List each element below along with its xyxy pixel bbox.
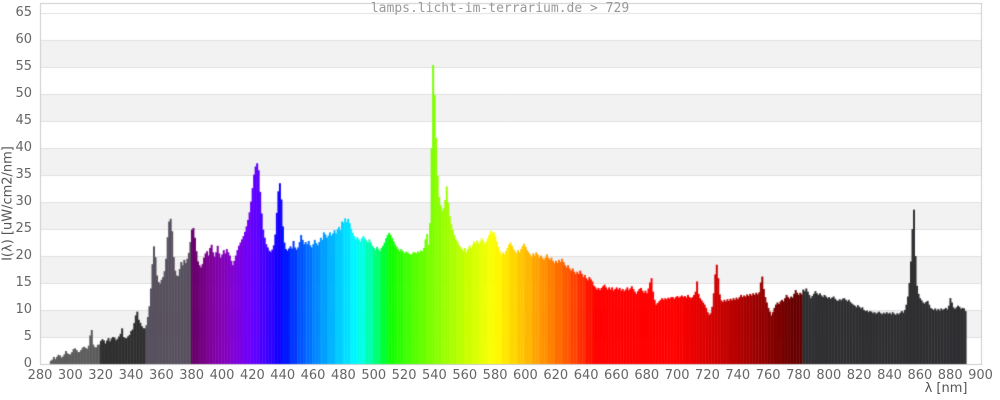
y-tick-label: 40 <box>15 140 32 156</box>
y-tick-label: 35 <box>15 167 32 183</box>
x-tick-label: 320 <box>88 368 114 383</box>
x-tick-label: 400 <box>209 368 235 383</box>
x-tick-label: 560 <box>452 368 478 383</box>
chart-title: lamps.licht-im-terrarium.de > 729 <box>370 1 630 16</box>
y-tick-label: 20 <box>15 248 32 264</box>
x-tick-label: 540 <box>422 368 447 383</box>
x-tick-label: 660 <box>604 368 629 383</box>
x-tick-label: 760 <box>755 368 781 383</box>
x-tick-label: 600 <box>513 368 538 383</box>
x-tick-label: 280 <box>27 368 53 383</box>
x-tick-label: 500 <box>361 368 387 383</box>
x-tick-label: 720 <box>695 368 720 383</box>
x-tick-label: 740 <box>725 368 751 383</box>
x-tick-label: 640 <box>573 368 599 383</box>
y-tick-label: 30 <box>15 194 32 210</box>
y-tick-label: 15 <box>15 275 32 291</box>
x-tick-label: 520 <box>391 368 417 383</box>
x-tick-label: 300 <box>57 368 83 383</box>
x-tick-label: 460 <box>300 368 326 383</box>
x-axis-label: λ [nm] <box>924 381 968 396</box>
y-tick-label: 5 <box>23 329 32 345</box>
x-tick-label: 680 <box>634 368 660 383</box>
x-tick-label: 440 <box>270 368 296 383</box>
x-tick-label: 580 <box>482 368 508 383</box>
x-tick-label: 700 <box>664 368 690 383</box>
x-tick-label: 820 <box>846 368 872 383</box>
y-tick-label: 60 <box>15 32 32 48</box>
x-tick-label: 800 <box>816 368 842 383</box>
y-tick-label: 10 <box>15 302 32 318</box>
x-tick-label: 380 <box>179 368 205 383</box>
y-tick-label: 45 <box>15 113 32 129</box>
x-tick-label: 780 <box>786 368 811 383</box>
x-tick-label: 620 <box>543 368 569 383</box>
x-tick-label: 900 <box>968 368 993 383</box>
y-tick-label: 50 <box>15 86 32 102</box>
y-tick-label: 25 <box>15 221 32 237</box>
y-tick-label: 0 <box>23 356 32 371</box>
y-tick-label: 55 <box>15 59 32 75</box>
x-tick-label: 420 <box>239 368 265 383</box>
x-tick-label: 840 <box>877 368 902 383</box>
x-tick-label: 880 <box>937 368 963 383</box>
x-tick-label: 480 <box>330 368 356 383</box>
y-tick-label: 65 <box>15 5 32 21</box>
x-tick-label: 340 <box>118 368 144 383</box>
x-tick-label: 860 <box>907 368 933 383</box>
x-tick-label: 360 <box>148 368 174 383</box>
